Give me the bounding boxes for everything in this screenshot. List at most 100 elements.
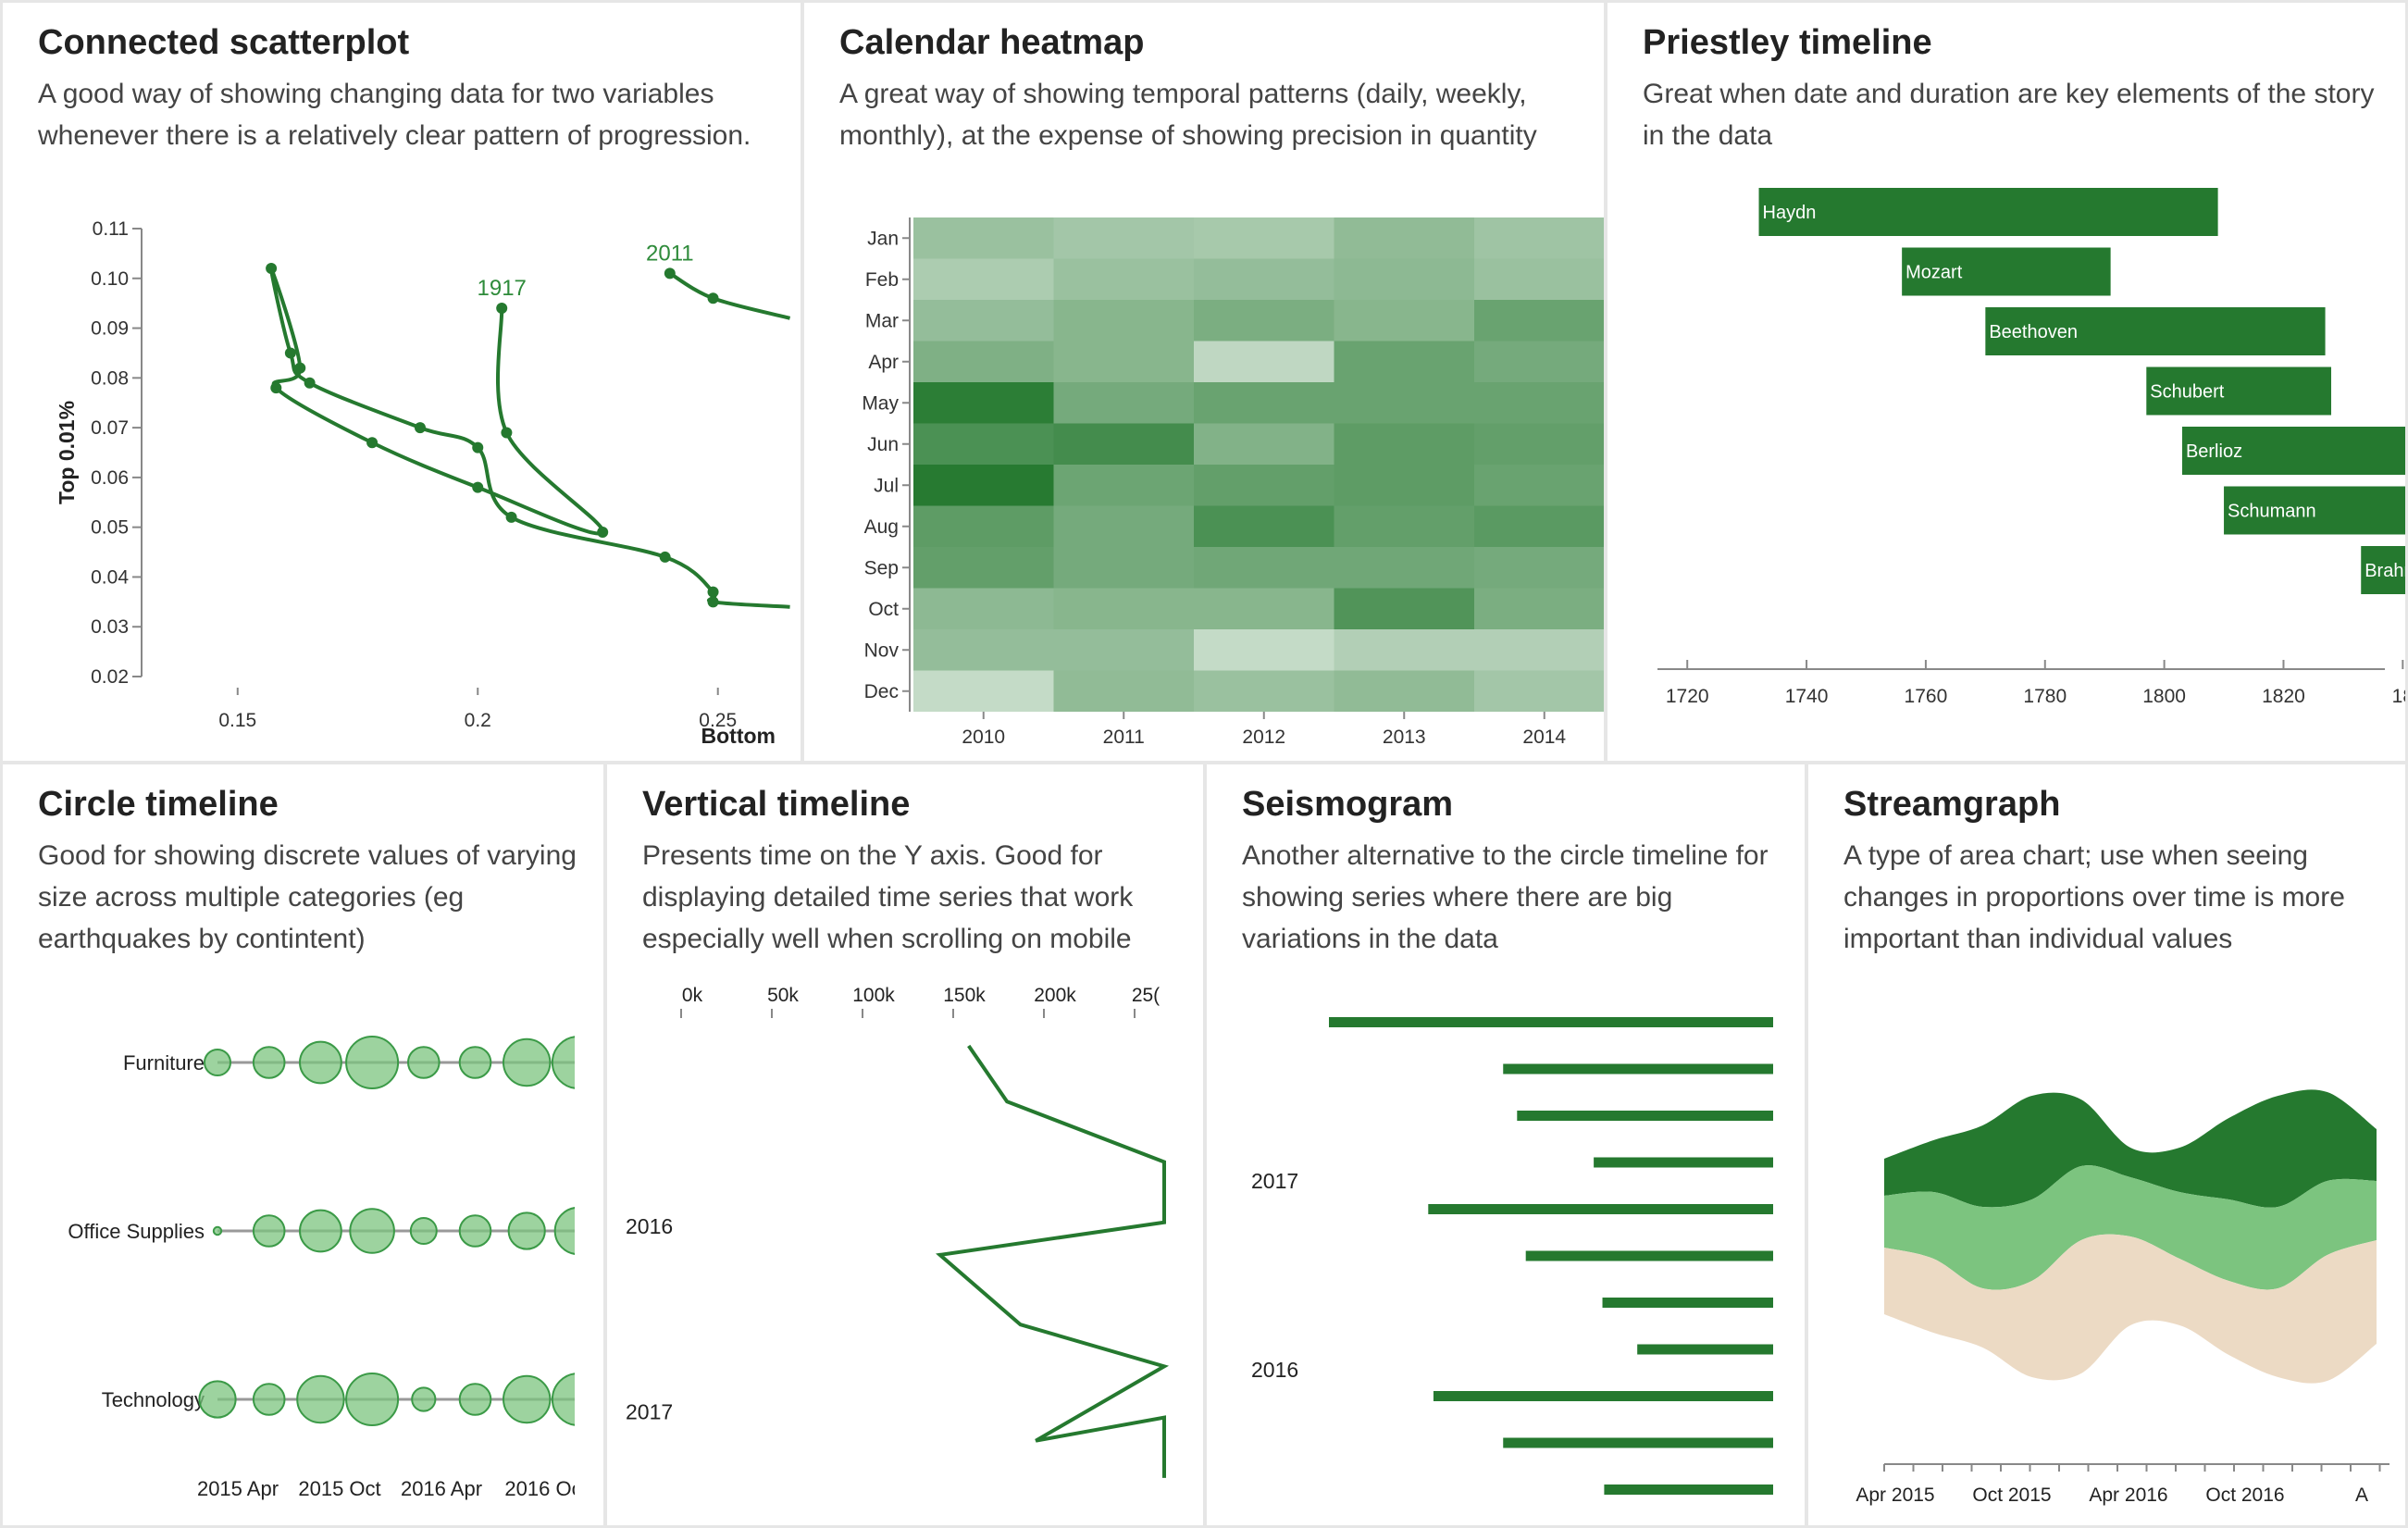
heatmap-cell — [1334, 547, 1474, 589]
bar-label: Berlioz — [2186, 441, 2242, 462]
x-tick-label: 0.25 — [699, 710, 737, 731]
event-circle — [345, 1036, 400, 1089]
heatmap-cell — [1474, 629, 1604, 671]
x-tick-label: 18 — [2392, 686, 2405, 707]
panel-title: Priestley timeline — [1643, 23, 1932, 62]
heatmap-cell — [1474, 465, 1604, 506]
event-circle — [411, 1386, 437, 1412]
event-circle — [458, 1383, 492, 1416]
series-line — [269, 267, 790, 609]
panel-title: Streamgraph — [1843, 785, 2061, 824]
stream-layer — [1884, 1234, 2377, 1384]
bar-label: Mozart — [1905, 263, 1963, 283]
timeline-bar — [1758, 188, 2218, 236]
heatmap-cell — [1194, 465, 1334, 506]
timeline-bar — [2224, 486, 2405, 535]
heatmap-cell — [1053, 258, 1194, 300]
data-point — [414, 422, 426, 434]
series-line — [668, 271, 791, 320]
heatmap-cell — [1334, 629, 1474, 671]
panel-title: Seismogram — [1242, 785, 1454, 824]
vertical-timeline-panel: Vertical timeline Presents time on the Y… — [604, 762, 1206, 1528]
event-circle — [252, 1383, 286, 1416]
month-label: Jul — [874, 475, 899, 496]
circle-timeline-chart: Furniture Office Supplies Technology 2015 A… — [68, 1036, 575, 1500]
heatmap-cell — [1334, 423, 1474, 465]
y-axis-label: Top 0.01% — [55, 401, 79, 504]
seismo-bar — [1637, 1344, 1773, 1355]
heatmap-cell — [1334, 300, 1474, 342]
y-label: 2017 — [626, 1400, 673, 1424]
seismo-bar — [1594, 1157, 1773, 1168]
bar-label: Beethoven — [1989, 322, 2078, 342]
data-point — [266, 263, 278, 275]
x-tick-label: Apr 2016 — [2089, 1485, 2167, 1506]
data-point — [707, 596, 719, 608]
heatmap-cell — [1474, 341, 1604, 382]
year-label: 2010 — [962, 727, 1005, 748]
panel-description: A good way of showing changing data for … — [38, 79, 751, 151]
heatmap-cell — [1194, 382, 1334, 424]
heatmap-cell — [913, 217, 1054, 259]
annotation-label: 1917 — [478, 276, 527, 301]
month-label: Jan — [867, 228, 899, 249]
event-circle — [252, 1214, 286, 1248]
month-label: Nov — [864, 640, 900, 661]
x-tick-label: A — [2355, 1485, 2368, 1506]
seismo-bar — [1503, 1437, 1773, 1448]
y-label: 2016 — [626, 1214, 673, 1238]
x-tick-label: 1720 — [1666, 686, 1709, 707]
month-label: Aug — [864, 516, 899, 538]
heatmap-cell — [1053, 382, 1194, 424]
bar-label: Haydn — [1763, 203, 1817, 223]
seismo-bar — [1602, 1298, 1773, 1308]
year-label: 2013 — [1383, 727, 1426, 748]
category-label: Office Supplies — [68, 1220, 205, 1243]
heatmap-cell — [1194, 341, 1334, 382]
heatmap-cell — [1474, 217, 1604, 259]
month-label: Jun — [867, 434, 899, 455]
seismo-bar — [1329, 1017, 1773, 1027]
panel-description: Great when date and duration are key ele… — [1643, 79, 2375, 151]
event-circle — [458, 1046, 492, 1079]
panel-title: Connected scatterplot — [38, 23, 410, 62]
heatmap-cell — [913, 670, 1054, 712]
seismo-bar — [1525, 1250, 1773, 1261]
event-circle — [551, 1373, 575, 1426]
x-tick-label: Oct 2015 — [1972, 1485, 2051, 1506]
event-circle — [299, 1209, 342, 1253]
panel-description: Another alternative to the circle timeli… — [1242, 840, 1769, 954]
heatmap-cell — [1053, 629, 1194, 671]
streamgraph-chart: Apr 2015 Oct 2015 Apr 2016 Oct 2016 A — [1856, 1089, 2389, 1506]
heatmap-cell — [913, 341, 1054, 382]
y-label: 2017 — [1251, 1169, 1298, 1193]
panel-title: Vertical timeline — [642, 785, 911, 824]
x-tick-label: 0.15 — [218, 710, 256, 731]
y-tick-label: 0.02 — [91, 666, 129, 688]
x-tick-label: 1760 — [1905, 686, 1948, 707]
y-tick-label: 0.03 — [91, 616, 129, 638]
data-point — [366, 437, 379, 449]
x-tick-label: Apr 2015 — [1856, 1485, 1934, 1506]
event-circle — [503, 1037, 552, 1087]
x-tick-label: 2016 Apr — [401, 1477, 482, 1500]
data-point — [505, 511, 517, 523]
heatmap-cell — [1474, 258, 1604, 300]
heatmap-cell — [1334, 505, 1474, 547]
y-tick-label: 0.05 — [91, 517, 129, 539]
x-tick-label: 2015 Oct — [298, 1477, 380, 1500]
heatmap-cell — [1053, 217, 1194, 259]
y-tick-label: 0.04 — [91, 566, 129, 588]
streamgraph-panel: Streamgraph A type of area chart; use wh… — [1806, 762, 2408, 1528]
timeline-bar — [2181, 427, 2405, 475]
heatmap-cell — [1474, 382, 1604, 424]
seismo-bar — [1433, 1391, 1773, 1401]
y-tick-label: 0.09 — [91, 318, 129, 340]
series-line — [936, 1044, 1170, 1478]
event-circle — [345, 1373, 400, 1426]
category-label: Furniture — [123, 1051, 205, 1075]
event-circle — [507, 1211, 546, 1250]
bar-label: Schubert — [2150, 382, 2224, 403]
bar-label: Brahms — [2365, 561, 2405, 581]
priestley-timeline-panel: Priestley timeline Great when date and d… — [1605, 0, 2408, 764]
